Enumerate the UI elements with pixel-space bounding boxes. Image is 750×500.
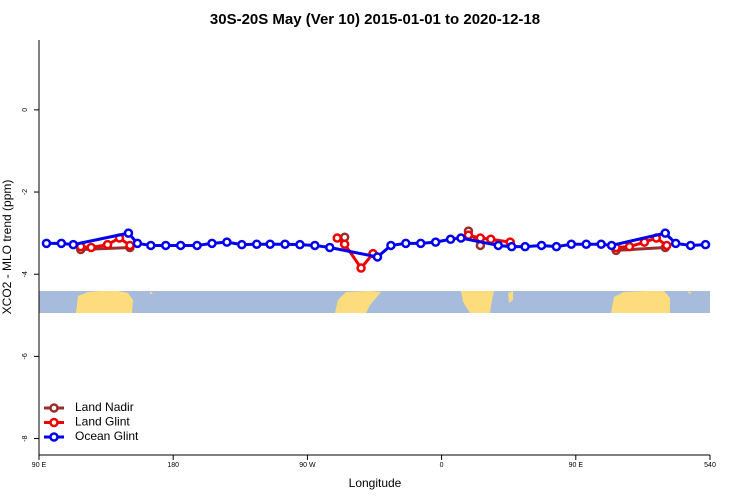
data-point [251,239,262,249]
data-point [222,237,232,247]
data-point [415,238,426,249]
data-point [356,263,366,273]
legend-entry: Land Nadir [44,400,134,414]
data-point [237,239,247,250]
legend-label: Land Glint [75,415,130,429]
legend-entry: Land Glint [44,415,130,429]
data-point [624,241,635,252]
x-tick-label: 90 E [569,462,584,469]
data-point [295,239,305,250]
legend-entry: Ocean Glint [44,429,139,443]
y-tick-label: 0 [22,108,29,112]
x-tick-label: 180 [167,462,179,469]
data-point [339,239,350,249]
data-point [670,238,681,249]
y-axis-label: XCO2 - MLO trend (ppm) [0,180,14,315]
y-tick-label: -2 [22,189,29,195]
data-point [445,234,456,245]
map-strip [39,291,710,313]
data-point [372,252,383,262]
data-point [310,240,320,251]
data-point [700,239,711,250]
data-point [146,240,156,251]
data-point [123,228,134,238]
x-tick-label: 90 W [299,462,316,469]
data-point [685,240,696,251]
data-point [566,239,577,249]
legend-label: Ocean Glint [75,429,139,443]
data-point [192,240,202,251]
legend-marker [49,417,59,428]
data-point [596,239,606,249]
y-tick-label: -4 [22,271,29,277]
data-point [493,240,504,251]
x-tick-label: 540 [704,462,716,469]
data-point [536,240,547,251]
data-point [506,241,517,252]
data-point [551,241,562,252]
legend-label: Land Nadir [75,400,134,414]
data-point [520,241,530,252]
legend-marker [49,432,59,442]
data-point [486,234,496,245]
data-point [265,239,275,249]
x-tick-label: 0 [440,462,444,469]
data-point [660,228,671,238]
data-point [132,238,143,249]
data-point [325,242,335,253]
y-tick-label: -8 [22,435,29,441]
data-point [581,239,591,249]
data-point [68,239,79,250]
data-point [175,240,186,251]
data-point [430,237,441,247]
data-point [207,238,217,249]
data-point [386,240,396,251]
data-point [280,239,290,249]
x-axis-label: Longitude [349,476,402,490]
data-point [606,240,617,251]
y-tick-label: -6 [22,353,29,359]
data-point [332,233,342,243]
data-point [102,239,113,250]
legend-marker [49,403,59,413]
data-point [662,240,672,251]
data-point [56,238,67,249]
data-point [41,238,52,249]
data-point [125,240,135,251]
data-point [160,240,171,251]
x-tick-label: 90 E [32,462,47,469]
data-point [456,233,466,243]
chart-title: 30S-20S May (Ver 10) 2015-01-01 to 2020-… [210,11,540,28]
data-point [401,238,411,249]
data-point [86,242,96,253]
